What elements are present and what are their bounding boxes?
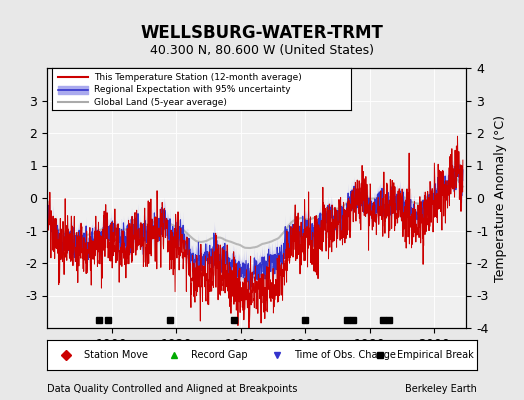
Text: WELLSBURG-WATER-TRMT: WELLSBURG-WATER-TRMT	[140, 24, 384, 42]
Text: 40.300 N, 80.600 W (United States): 40.300 N, 80.600 W (United States)	[150, 44, 374, 57]
Text: Station Move: Station Move	[84, 350, 148, 360]
Text: Global Land (5-year average): Global Land (5-year average)	[94, 98, 227, 107]
Text: Empirical Break: Empirical Break	[397, 350, 474, 360]
Text: Berkeley Earth: Berkeley Earth	[405, 384, 477, 394]
Text: This Temperature Station (12-month average): This Temperature Station (12-month avera…	[94, 73, 302, 82]
Text: Record Gap: Record Gap	[191, 350, 248, 360]
Text: Time of Obs. Change: Time of Obs. Change	[294, 350, 396, 360]
Text: Data Quality Controlled and Aligned at Breakpoints: Data Quality Controlled and Aligned at B…	[47, 384, 298, 394]
Text: Regional Expectation with 95% uncertainty: Regional Expectation with 95% uncertaint…	[94, 85, 291, 94]
Y-axis label: Temperature Anomaly (°C): Temperature Anomaly (°C)	[494, 114, 507, 282]
